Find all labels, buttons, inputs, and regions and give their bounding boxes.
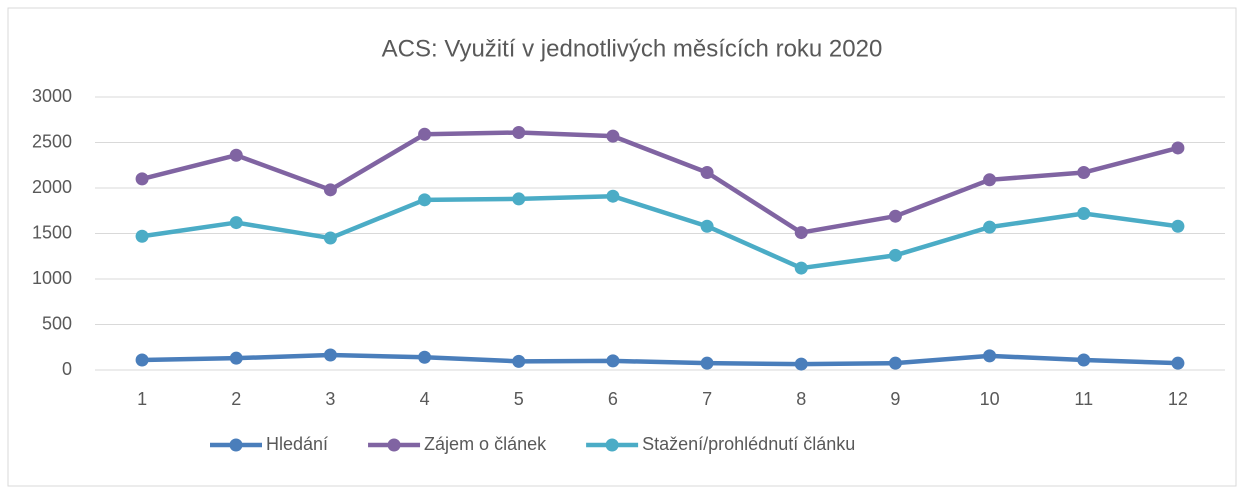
point [983,173,997,187]
x-tick-label: 6 [608,389,618,409]
point [606,354,620,368]
point [888,356,902,370]
point [229,148,243,162]
point [229,351,243,365]
point [512,125,526,139]
point [983,349,997,363]
legend-marker [387,438,401,452]
y-tick-label: 2500 [32,131,72,151]
chart-frame [7,7,1237,487]
point [135,353,149,367]
x-tick-label: 9 [890,389,900,409]
legend-label: Zájem o článek [424,434,547,454]
x-tick-label: 4 [420,389,430,409]
point [1171,356,1185,370]
legend-label: Hledání [266,434,328,454]
point [1171,141,1185,155]
point [229,216,243,230]
x-tick-label: 8 [796,389,806,409]
x-tick-label: 2 [231,389,241,409]
y-tick-label: 2000 [32,177,72,197]
point [1077,166,1091,180]
point [983,220,997,234]
x-tick-label: 10 [980,389,1000,409]
y-tick-label: 3000 [32,86,72,106]
point [323,231,337,245]
point [794,226,808,240]
point [700,356,714,370]
point [512,354,526,368]
point [1077,206,1091,220]
x-tick-label: 7 [702,389,712,409]
point [1171,219,1185,233]
x-tick-label: 12 [1168,389,1188,409]
y-tick-label: 1500 [32,222,72,242]
series-line [142,352,1178,367]
point [794,357,808,371]
point [418,127,432,141]
point [888,209,902,223]
x-tick-label: 11 [1074,389,1093,409]
y-tick-label: 0 [62,359,72,379]
legend-marker [229,438,243,452]
point [418,350,432,364]
point [135,172,149,186]
point [323,183,337,197]
point [512,192,526,206]
point [606,189,620,203]
legend-label: Stažení/prohlédnutí článku [642,434,855,454]
y-tick-label: 500 [42,313,72,333]
point [606,129,620,143]
legend-marker [605,438,619,452]
chart-title: ACS: Využití v jednotlivých měsících rok… [382,35,883,62]
point [700,166,714,180]
point [418,193,432,207]
x-tick-label: 5 [514,389,524,409]
x-tick-label: 1 [137,389,147,409]
point [700,219,714,233]
point [323,348,337,362]
x-tick-label: 3 [325,389,335,409]
point [888,248,902,262]
series-line [141,193,1179,271]
point [794,261,808,275]
y-tick-label: 1000 [32,268,72,288]
point [135,229,149,243]
point [1077,353,1091,367]
series-line [141,130,1179,235]
